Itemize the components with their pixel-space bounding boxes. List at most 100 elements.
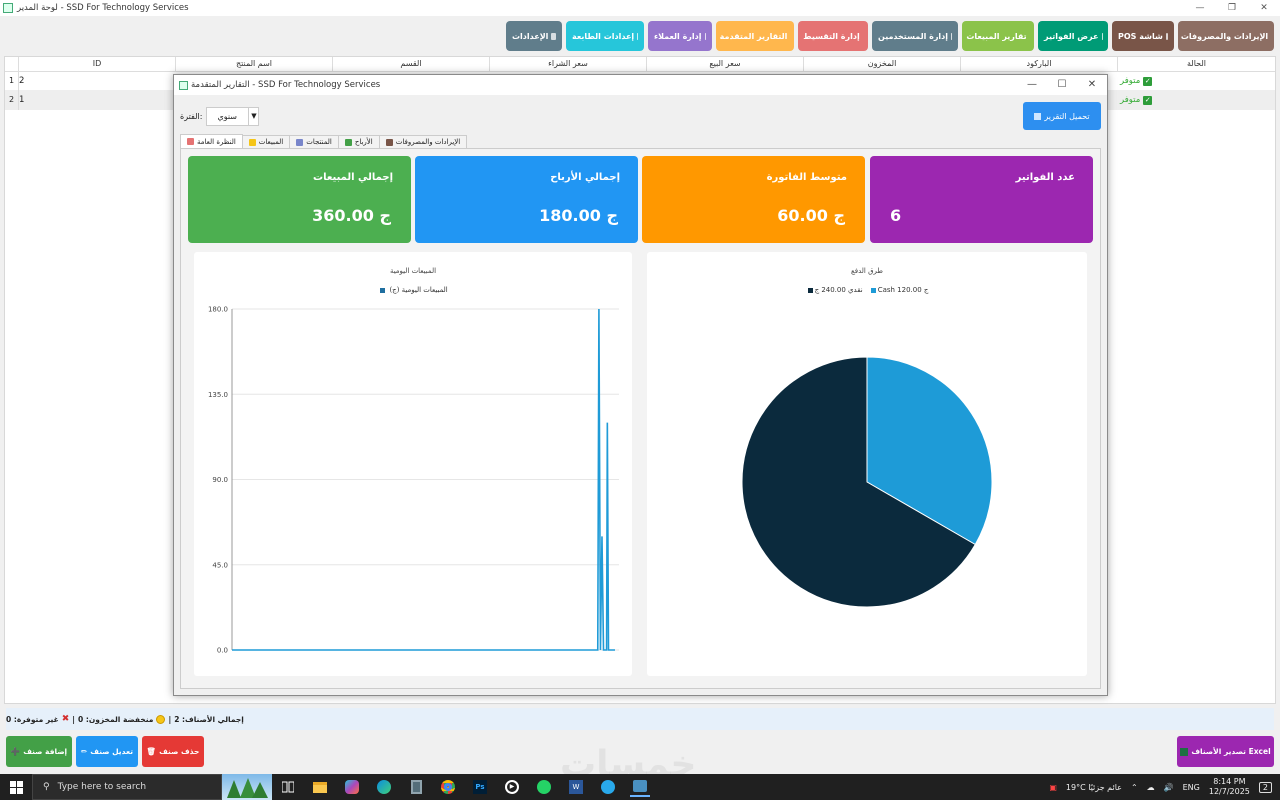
y-tick-label: 180.0 bbox=[208, 306, 228, 314]
dialog-minimize-button[interactable]: — bbox=[1027, 79, 1037, 90]
toolbar-button-7[interactable]: إدارة العملاء bbox=[648, 21, 712, 51]
export-excel-button[interactable]: تصدير الأصناف Excel bbox=[1177, 736, 1274, 767]
windows-start-icon[interactable] bbox=[0, 780, 32, 794]
status-cell: ✓ متوفر bbox=[1120, 76, 1153, 86]
toolbar-button-8[interactable]: إعدادات الطابعة bbox=[566, 21, 644, 51]
stat-card: عدد الفواتير 6 bbox=[870, 156, 1093, 243]
volume-icon[interactable]: 🔊 bbox=[1163, 782, 1174, 792]
minimize-button[interactable]: — bbox=[1195, 3, 1205, 13]
stat-card: إجمالي الأرباح 180.00 ج bbox=[415, 156, 638, 243]
add-item-button[interactable]: ➕ إضافة صنف bbox=[6, 736, 72, 767]
download-icon bbox=[1034, 112, 1042, 120]
weather-icon[interactable]: ▣ bbox=[1049, 782, 1057, 792]
out-of-stock-label: غير متوفرة: 0 bbox=[6, 714, 59, 724]
edit-item-button[interactable]: ✏ تعديل صنف bbox=[76, 736, 138, 767]
y-tick-label: 0.0 bbox=[217, 647, 228, 655]
maximize-button[interactable]: ❐ bbox=[1227, 3, 1237, 13]
copilot-icon[interactable] bbox=[342, 777, 362, 797]
tab-3[interactable]: الأرباح bbox=[337, 135, 380, 148]
telegram-icon[interactable] bbox=[598, 777, 618, 797]
period-selector: الفترة: سنوي ▼ bbox=[180, 107, 260, 126]
series-line bbox=[232, 308, 615, 651]
taskbar-search[interactable]: ⚲ Type here to search bbox=[32, 774, 222, 800]
search-icon: ⚲ bbox=[43, 782, 50, 792]
media-player-icon[interactable]: ▶ bbox=[502, 777, 522, 797]
advanced-reports-dialog: التقارير المتقدمة - SSD For Technology S… bbox=[173, 74, 1108, 696]
language-label[interactable]: ENG bbox=[1182, 782, 1200, 792]
id-cell: 1 bbox=[19, 95, 25, 105]
photoshop-icon[interactable]: Ps bbox=[470, 777, 490, 797]
period-combobox[interactable]: سنوي ▼ bbox=[206, 107, 260, 126]
chevron-up-icon[interactable]: ⌃ bbox=[1130, 782, 1138, 792]
stat-card-label: عدد الفواتير bbox=[1015, 172, 1075, 183]
stat-card-label: إجمالي الأرباح bbox=[550, 172, 620, 183]
tab-1[interactable]: المبيعات bbox=[241, 135, 291, 148]
pie-slice bbox=[741, 356, 976, 608]
app-icon bbox=[3, 3, 13, 13]
column-header[interactable]: ID bbox=[18, 57, 175, 71]
active-app-icon[interactable] bbox=[630, 777, 650, 797]
column-header[interactable]: القسم bbox=[332, 57, 489, 71]
toolbar-button-9[interactable]: الإعدادات bbox=[506, 21, 562, 51]
toolbar-button-6[interactable]: التقارير المتقدمة bbox=[716, 21, 794, 51]
legend-label: المبيعات اليومية (ج) bbox=[389, 286, 448, 294]
toolbar-button-3[interactable]: تقارير المبيعات bbox=[962, 21, 1034, 51]
x-icon: ✖ bbox=[61, 714, 70, 724]
stat-card-value: 60.00 ج bbox=[777, 206, 845, 225]
tab-0[interactable]: النظرة العامة bbox=[180, 134, 243, 148]
clock-time: 8:14 PM bbox=[1213, 777, 1246, 786]
search-placeholder: Type here to search bbox=[57, 782, 147, 792]
stat-card-value: 360.00 ج bbox=[312, 206, 391, 225]
close-button[interactable]: ✕ bbox=[1260, 3, 1268, 13]
delete-item-button[interactable]: 🗑 حذف صنف bbox=[142, 736, 204, 767]
word-icon[interactable]: W bbox=[566, 777, 586, 797]
calculator-icon[interactable] bbox=[406, 777, 426, 797]
tab-2[interactable]: المنتجات bbox=[289, 135, 339, 148]
weather-label[interactable]: 19°C عائم جزئيًا bbox=[1065, 782, 1122, 792]
chrome-icon[interactable] bbox=[438, 777, 458, 797]
whatsapp-icon[interactable] bbox=[534, 777, 554, 797]
app-title: لوحة المدير - SSD For Technology Service… bbox=[17, 3, 189, 13]
stat-card-label: متوسط الفاتورة bbox=[766, 172, 847, 183]
tab-icon bbox=[385, 138, 393, 146]
notification-icon[interactable]: 2 bbox=[1258, 781, 1272, 793]
id-cell: 2 bbox=[19, 76, 25, 86]
toolbar-button-4[interactable]: إدارة المستخدمين bbox=[872, 21, 958, 51]
tab-4[interactable]: الإيرادات والمصروفات bbox=[378, 135, 468, 148]
column-header[interactable]: سعر الشراء bbox=[489, 57, 646, 71]
legend-swatch bbox=[380, 287, 386, 293]
table-header: الحالة الباركود المخزون سعر البيع سعر الشراء… bbox=[5, 57, 1275, 72]
legend-swatch bbox=[870, 287, 876, 293]
pie-slice bbox=[866, 356, 993, 546]
overview-pane: إجمالي المبيعات 360.00 ج إجمالي الأرباح 180… bbox=[180, 148, 1101, 689]
chevron-down-icon: ▼ bbox=[248, 107, 258, 126]
check-icon: ✓ bbox=[1143, 76, 1153, 86]
toolbar-button-1[interactable]: POS شاشة bbox=[1112, 21, 1174, 51]
row-number: 1 bbox=[5, 72, 19, 91]
stat-card: متوسط الفاتورة 60.00 ج bbox=[642, 156, 865, 243]
dialog-close-button[interactable]: ✕ bbox=[1087, 79, 1097, 90]
toolbar-button-2[interactable]: عرض الفواتير bbox=[1038, 21, 1108, 51]
column-header[interactable]: سعر البيع bbox=[646, 57, 803, 71]
column-header[interactable]: المخزون bbox=[803, 57, 960, 71]
network-icon[interactable]: ☁ bbox=[1146, 782, 1155, 792]
toolbar-button-0[interactable]: الإيرادات والمصروفات bbox=[1178, 21, 1274, 51]
column-header[interactable]: الحالة bbox=[1117, 57, 1275, 71]
excel-icon bbox=[1180, 747, 1189, 756]
dialog-maximize-button[interactable]: ☐ bbox=[1057, 79, 1067, 90]
clock[interactable]: 8:14 PM 12/7/2025 bbox=[1209, 777, 1250, 797]
landscape-widget-icon[interactable] bbox=[222, 774, 272, 800]
daily-sales-legend: المبيعات اليومية (ج) bbox=[194, 286, 632, 294]
column-header[interactable]: اسم المنتج bbox=[175, 57, 332, 71]
daily-sales-title: المبيعات اليومية bbox=[389, 267, 437, 275]
download-report-button[interactable]: تحميل التقرير bbox=[1023, 102, 1101, 130]
payment-methods-legend: نقدي 240.00 ج Cash 120.00 ج bbox=[647, 286, 1087, 294]
file-explorer-icon[interactable] bbox=[310, 777, 330, 797]
column-header[interactable]: الباركود bbox=[960, 57, 1117, 71]
window-controls: — ❐ ✕ bbox=[1184, 0, 1280, 16]
edge-icon[interactable] bbox=[374, 777, 394, 797]
tab-icon bbox=[344, 138, 352, 146]
toolbar-button-5[interactable]: إدارة التقسيط bbox=[798, 21, 868, 51]
task-view-icon[interactable] bbox=[278, 777, 298, 797]
plus-icon: ➕ bbox=[10, 747, 21, 756]
